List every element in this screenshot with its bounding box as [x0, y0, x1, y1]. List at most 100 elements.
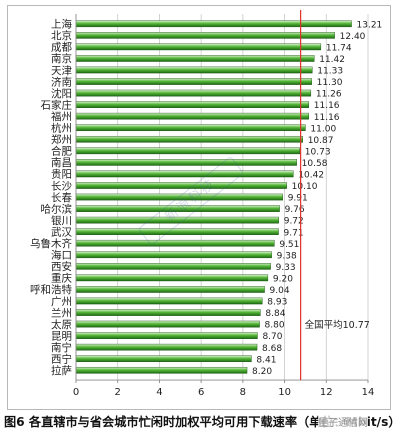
bar	[75, 147, 300, 155]
bar	[75, 320, 260, 328]
bar	[75, 228, 279, 235]
bar	[75, 366, 248, 374]
bar	[75, 274, 269, 282]
value-label: 9.04	[270, 286, 290, 296]
chart-frame: 上海 北京 成都 南京 天津 济南 沈阳 石家庄 福州 杭州 郑州 合肥 南昌 贵阳 长沙 长春 哈尔滨 银川 武汉…	[7, 5, 391, 410]
category-label: 杭州	[51, 122, 72, 135]
value-label: 9.20	[273, 274, 293, 284]
category-label: 西宁	[51, 353, 72, 366]
value-label: 8.68	[262, 344, 282, 354]
category-label: 福州	[51, 110, 72, 123]
grid-lines	[117, 14, 369, 381]
category-label: 南宁	[51, 341, 72, 354]
bar	[75, 89, 312, 97]
value-label: 10.10	[292, 182, 318, 192]
value-label: 11.33	[317, 67, 343, 77]
category-label: 乌鲁木齐	[30, 237, 72, 250]
value-label: 8.20	[252, 367, 272, 377]
value-label: 10.87	[308, 136, 334, 146]
bar	[75, 182, 287, 189]
value-label: 11.16	[314, 101, 340, 111]
average-label: 全国平均10.77	[305, 319, 370, 331]
bar	[75, 332, 258, 339]
category-label: 南京	[51, 52, 72, 65]
bar	[75, 101, 309, 108]
value-label: 10.42	[298, 171, 324, 181]
x-axis: 0 2 4 6 8 10 12 14	[73, 14, 375, 398]
category-label: 广州	[51, 296, 72, 308]
value-label: 9.76	[285, 205, 305, 215]
value-label: 10.73	[305, 147, 331, 157]
value-label: 13.21	[357, 20, 383, 30]
category-label: 贵阳	[51, 168, 72, 181]
category-label: 济南	[51, 75, 72, 88]
bar	[75, 43, 322, 51]
category-label: 上海	[51, 18, 72, 31]
bar	[75, 32, 335, 39]
value-label: 8.41	[256, 355, 276, 365]
bar	[75, 263, 271, 270]
bar	[75, 297, 263, 305]
x-tick-label: 12	[320, 387, 333, 398]
bars	[75, 20, 352, 374]
value-label: 11.74	[326, 43, 352, 53]
category-label: 北京	[51, 29, 72, 42]
category-label: 武汉	[51, 225, 72, 238]
bar	[75, 20, 352, 28]
category-label: 兰州	[51, 306, 72, 319]
bar	[75, 66, 313, 74]
bar	[75, 135, 303, 143]
category-label: 呼和浩特	[30, 284, 72, 296]
x-tick-label: 8	[240, 387, 246, 398]
category-label: 拉萨	[51, 364, 72, 377]
category-label: 长春	[51, 192, 72, 204]
category-label: 天津	[51, 65, 72, 77]
category-label: 昆明	[51, 330, 72, 342]
bar	[75, 78, 312, 85]
value-label: 12.40	[340, 32, 366, 42]
bar	[75, 239, 275, 247]
value-label: 11.42	[319, 55, 345, 65]
value-label: 9.51	[279, 240, 299, 250]
category-label: 银川	[51, 214, 72, 227]
category-label: 西安	[51, 260, 72, 273]
category-label: 合肥	[51, 145, 72, 158]
value-labels: 13.2112.4011.7411.4211.3311.3011.2611.16…	[252, 20, 382, 377]
bar	[75, 309, 261, 316]
value-label: 8.70	[262, 332, 282, 342]
bar	[75, 286, 265, 293]
x-tick-label: 2	[115, 387, 121, 398]
x-tick-label: 6	[198, 387, 204, 398]
value-label: 9.72	[284, 217, 304, 227]
value-label: 8.80	[265, 321, 285, 331]
bar	[75, 112, 309, 120]
bar	[75, 170, 294, 178]
category-label: 南昌	[51, 156, 72, 169]
category-label: 郑州	[51, 133, 72, 146]
value-label: 9.71	[284, 228, 304, 238]
x-tick-label: 10	[278, 387, 291, 398]
average-reference: 全国平均10.77	[300, 10, 370, 381]
value-label: 8.84	[265, 309, 285, 319]
category-label: 长沙	[51, 180, 72, 192]
category-label: 石家庄	[41, 98, 73, 111]
category-label: 重庆	[51, 272, 72, 285]
value-label: 9.91	[288, 194, 308, 204]
category-label: 太原	[51, 318, 72, 331]
value-label: 11.00	[310, 124, 336, 134]
category-labels: 上海北京成都南京天津济南沈阳石家庄福州杭州郑州合肥南昌贵阳长沙长春哈尔滨银川武汉…	[30, 18, 72, 378]
value-label: 9.33	[276, 263, 296, 273]
bar	[75, 55, 315, 62]
bar	[75, 251, 272, 259]
x-tick-label: 14	[362, 387, 375, 398]
category-label: 海口	[51, 249, 72, 262]
x-tick-label: 0	[73, 387, 79, 398]
bar	[75, 159, 297, 166]
bar	[75, 355, 252, 363]
source-watermark: 量子通信网	[318, 414, 368, 429]
bar	[75, 343, 258, 351]
value-label: 10.58	[302, 159, 328, 169]
category-label: 哈尔滨	[41, 202, 73, 215]
value-label: 8.93	[267, 298, 287, 308]
category-label: 成都	[51, 42, 72, 54]
